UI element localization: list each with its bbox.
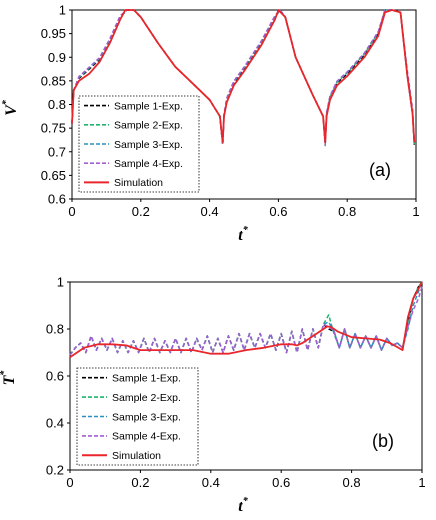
series-lines-b [69, 281, 423, 358]
x-tick-label: 0 [68, 204, 75, 219]
x-ticks-a: 0 0.2 0.4 0.6 0.8 1 [68, 199, 420, 219]
legend-label: Sample 3-Exp. [112, 411, 181, 423]
x-tick-label: 0.4 [201, 204, 219, 219]
x-axis-label-a: t* [238, 225, 248, 244]
series-line-5 [69, 281, 423, 358]
x-tick-label: 0.4 [202, 475, 220, 490]
y-ticks-a: 0.6 0.65 0.7 0.75 0.8 0.85 0.9 0.95 1 [41, 3, 72, 207]
legend-label: Sample 4-Exp. [114, 158, 183, 170]
x-tick-label: 0.2 [132, 204, 150, 219]
legend-label: Sample 1-Exp. [114, 100, 183, 112]
y-tick-label: 0.65 [41, 168, 66, 183]
x-tick-label: 1 [412, 204, 419, 219]
panel-label-a: (a) [369, 160, 391, 180]
x-axis-label-b: t* [238, 496, 248, 515]
chart-panel-a: 0.6 0.65 0.7 0.75 0.8 0.85 0.9 0.95 1 0 0.2 0.4 0.6… [1, 3, 420, 245]
y-axis-label-b: T* [0, 370, 18, 386]
y-tick-label: 0.8 [46, 322, 64, 337]
y-tick-label: 1 [57, 275, 64, 290]
x-ticks-b: 0 0.2 0.4 0.6 0.8 1 [66, 470, 426, 490]
x-tick-label: 0 [66, 475, 73, 490]
panel-label-b: (b) [372, 431, 394, 451]
legend-a: Sample 1-Exp. Sample 2-Exp. Sample 3-Exp. S… [78, 95, 200, 193]
legend-label: Sample 3-Exp. [114, 139, 183, 151]
legend-label: Simulation [112, 450, 161, 462]
y-tick-label: 0.8 [48, 97, 66, 112]
series-lines-a [71, 9, 416, 147]
y-tick-label: 0.9 [48, 50, 66, 65]
legend-b: Sample 1-Exp. Sample 2-Exp. Sample 3-Exp. S… [76, 367, 199, 466]
y-axis-label-a: V* [1, 99, 20, 116]
y-tick-label: 0.4 [46, 416, 64, 431]
legend-label: Sample 4-Exp. [112, 431, 181, 443]
x-tick-label: 0.6 [269, 204, 287, 219]
y-tick-label: 0.75 [41, 121, 66, 136]
series-line-4 [69, 286, 423, 356]
legend-label: Sample 2-Exp. [114, 120, 183, 132]
x-tick-label: 0.8 [343, 475, 361, 490]
y-tick-label: 0.6 [48, 192, 66, 207]
legend-label: Sample 2-Exp. [112, 392, 181, 404]
x-tick-label: 0.6 [272, 475, 290, 490]
x-tick-label: 0.8 [338, 204, 356, 219]
chart-panel-b: 0.20.40.60.81 0 0.2 0.4 0.6 0.8 1 T* t* (b) S… [0, 275, 426, 516]
x-tick-label: 1 [418, 475, 425, 490]
y-ticks-b: 0.2 0.4 0.6 0.8 1 [46, 275, 70, 478]
y-tick-label: 0.2 [46, 463, 64, 478]
y-tick-label: 0.7 [48, 144, 66, 159]
legend-label: Sample 1-Exp. [112, 373, 181, 385]
y-tick-label: 0.6 [46, 369, 64, 384]
legend-label: Simulation [114, 177, 163, 189]
series-line-5 [71, 9, 416, 144]
x-tick-label: 0.2 [131, 475, 149, 490]
y-tick-label: 0.85 [41, 73, 66, 88]
y-tick-label: 0.95 [41, 26, 66, 41]
y-tick-label: 1 [59, 3, 66, 18]
